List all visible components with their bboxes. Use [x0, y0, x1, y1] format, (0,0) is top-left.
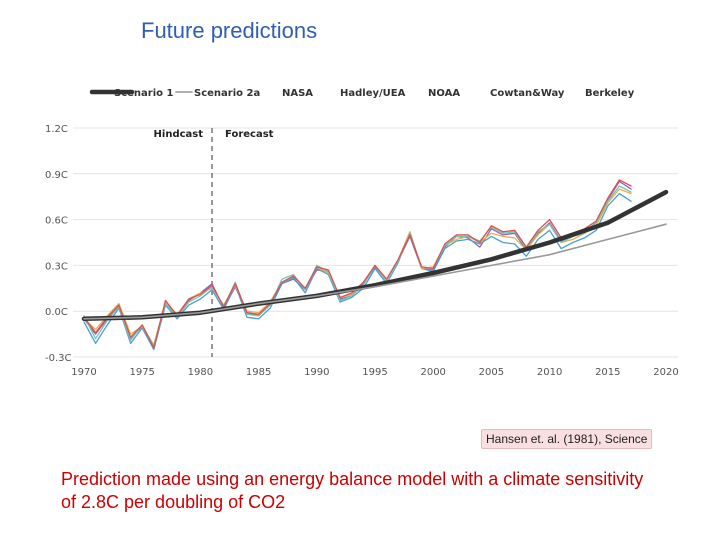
forecast-label: Forecast: [225, 129, 274, 140]
y-tick-label: 0.6C: [45, 216, 68, 227]
hindcast-label: Hindcast: [154, 129, 204, 140]
legend-item-hadley-uea: Hadley/UEA: [340, 88, 406, 99]
legend-label: Hadley/UEA: [340, 88, 406, 99]
temperature-chart: -0.3C0.0C0.3C0.6C0.9C1.2C 1970 1975 1980 19…: [45, 88, 679, 378]
legend-label: NOAA: [428, 88, 460, 99]
y-tick-label: 0.9C: [45, 170, 68, 181]
x-tick-label: 1975: [129, 367, 154, 378]
x-tick-label: 2000: [420, 367, 445, 378]
y-axis-ticks: -0.3C 0.0C 0.3C 0.6C 0.9C 1.2C: [45, 124, 72, 364]
slide-title: Future predictions: [141, 18, 318, 43]
series-line-scenario-1: [81, 189, 669, 322]
series-line-cowtan-way: [83, 185, 632, 347]
x-tick-label: 1970: [71, 367, 96, 378]
legend-item-scenario-1: Scenario 1: [89, 88, 173, 99]
legend-item-cowtan-way: Cowtan&Way: [490, 88, 565, 99]
series-line-scenario-2a: [83, 223, 667, 320]
x-tick-label: 1990: [304, 367, 329, 378]
legend-label: Berkeley: [585, 88, 635, 99]
legend-item-nasa: NASA: [282, 88, 313, 99]
x-tick-label: 1985: [246, 367, 271, 378]
legend-label: NASA: [282, 88, 313, 99]
x-tick-label: 2020: [653, 367, 678, 378]
legend: Scenario 1 Scenario 2a NASA Hadley/UEA NOAA C…: [89, 88, 635, 99]
x-axis-ticks: 1970 1975 1980 1985 1990 1995 2000 2005 2010 2015…: [71, 367, 678, 378]
x-tick-label: 1980: [188, 367, 213, 378]
y-tick-label: 1.2C: [45, 124, 68, 135]
series-lines: [81, 179, 669, 351]
legend-item-berkeley: Berkeley: [585, 88, 635, 99]
y-tick-label: -0.3C: [45, 353, 72, 364]
legend-label: Cowtan&Way: [490, 88, 565, 99]
caption-text: Prediction made using an energy balance …: [61, 469, 644, 512]
legend-label: Scenario 1: [114, 88, 173, 99]
grid: [73, 127, 678, 358]
x-tick-label: 2015: [595, 367, 620, 378]
y-tick-label: 0.0C: [45, 307, 68, 318]
legend-item-noaa: NOAA: [428, 88, 460, 99]
x-tick-label: 1995: [362, 367, 387, 378]
series-line-noaa: [83, 188, 632, 346]
legend-item-scenario-2a: Scenario 2a: [175, 88, 260, 99]
hindcast-forecast-divider: Hindcast Forecast: [154, 128, 274, 357]
citation-label: Hansen et. al. (1981), Science: [481, 429, 653, 449]
x-tick-label: 2005: [479, 367, 504, 378]
x-tick-label: 2010: [537, 367, 562, 378]
y-tick-label: 0.3C: [45, 261, 68, 272]
series-line-hadley-uea: [83, 192, 632, 351]
series-line-berkeley: [83, 179, 632, 349]
legend-label: Scenario 2a: [194, 88, 260, 99]
